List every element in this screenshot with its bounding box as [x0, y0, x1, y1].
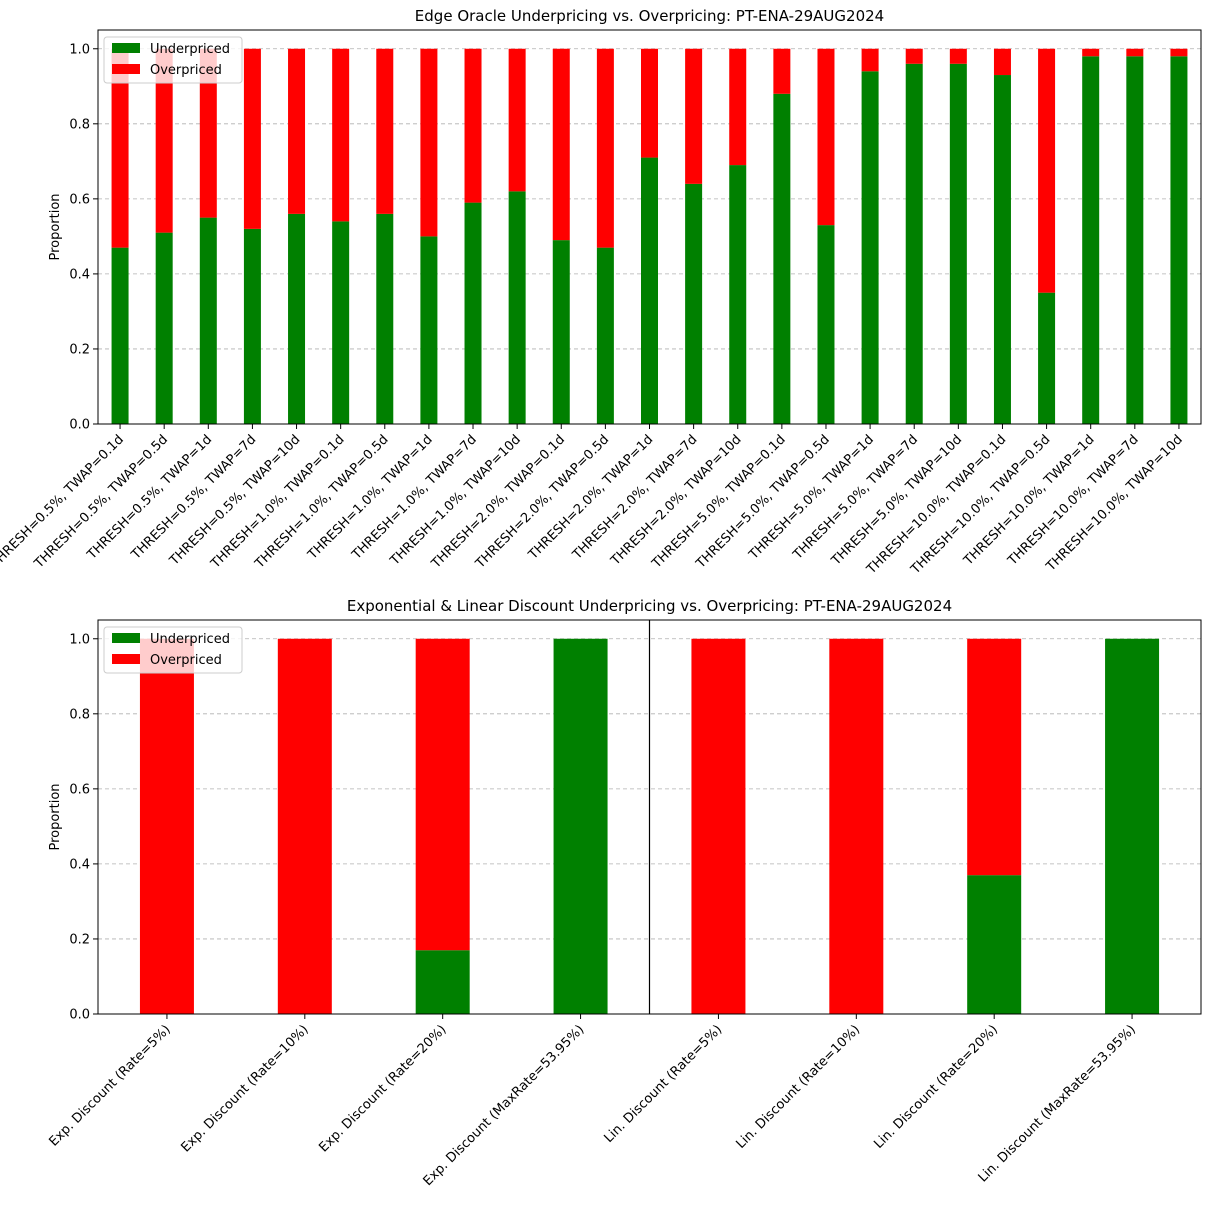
- bar-underpriced: [993, 75, 1011, 425]
- bar-underpriced: [332, 221, 350, 424]
- bar-underpriced: [243, 228, 261, 424]
- y-tick-label: 0.4: [69, 857, 90, 872]
- chart-title: Exponential & Linear Discount Underprici…: [347, 597, 952, 615]
- bar-overpriced: [967, 638, 1022, 876]
- bar-underpriced: [641, 157, 658, 425]
- legend-swatch-overpriced: [112, 64, 140, 74]
- bar-overpriced: [1082, 48, 1100, 57]
- y-tick-label: 0.2: [69, 932, 90, 947]
- chart-panel-2: 0.0 0.2 0.4 0.6 0.8 1.0 Exp. Discount (Rate=5%…: [46, 597, 1202, 1189]
- x-tick-label: Lin. Discount (Rate=10%): [734, 1022, 864, 1152]
- bar-underpriced: [685, 183, 703, 424]
- y-tick-label: 0.8: [69, 117, 90, 132]
- bar-overpriced: [420, 48, 438, 237]
- x-tick-label: Exp. Discount (Rate=10%): [178, 1022, 311, 1155]
- x-tick-label: Lin. Discount (Rate=20%): [871, 1022, 1001, 1152]
- y-tick-label: 0.4: [69, 267, 90, 282]
- bar-underpriced: [729, 165, 747, 425]
- bar-overpriced: [685, 48, 703, 184]
- chart-title: Edge Oracle Underpricing vs. Overpricing…: [415, 7, 884, 25]
- bar-overpriced: [415, 638, 470, 951]
- bar-overpriced: [552, 48, 570, 241]
- x-tick-label: Lin. Discount (MaxRate=53.95%): [976, 1022, 1139, 1185]
- bar-overpriced: [1038, 48, 1056, 293]
- legend-swatch-overpriced: [112, 654, 140, 664]
- bar-overpriced: [691, 638, 746, 1014]
- legend-label-underpriced: Underpriced: [150, 632, 230, 647]
- bar-underpriced: [464, 202, 482, 424]
- y-tick-label: 1.0: [69, 632, 90, 647]
- legend-label-overpriced: Overpriced: [150, 63, 222, 78]
- bar-overpriced: [155, 48, 173, 233]
- bar-overpriced: [277, 638, 332, 1014]
- bar-underpriced: [817, 225, 835, 424]
- legend-label-underpriced: Underpriced: [150, 42, 230, 57]
- bar-overpriced: [1126, 48, 1144, 57]
- bar-underpriced: [553, 638, 608, 1014]
- bar-underpriced: [1105, 638, 1160, 1014]
- bar-underpriced: [1126, 56, 1144, 425]
- x-tick-label: Exp. Discount (Rate=5%): [46, 1022, 173, 1149]
- bar-underpriced: [1170, 56, 1188, 425]
- legend: Underpriced Overpriced: [103, 626, 243, 674]
- bar-underpriced: [552, 240, 570, 424]
- bar-underpriced: [773, 93, 791, 425]
- y-axis-label: Proportion: [48, 193, 63, 260]
- bar-underpriced: [199, 217, 217, 424]
- bar-underpriced: [1082, 56, 1100, 425]
- bar-overpriced: [111, 48, 129, 248]
- x-tick-label: Exp. Discount (MaxRate=53.95%): [421, 1022, 588, 1189]
- bar-underpriced: [861, 71, 879, 425]
- bar-overpriced: [508, 48, 526, 192]
- legend-label-overpriced: Overpriced: [150, 653, 222, 668]
- legend-swatch-underpriced: [112, 43, 140, 53]
- y-axis-label: Proportion: [48, 783, 63, 850]
- bar-overpriced: [596, 48, 614, 248]
- bar-overpriced: [464, 48, 482, 203]
- bar-overpriced: [139, 638, 194, 1014]
- bar-overpriced: [949, 48, 967, 64]
- bar-underpriced: [111, 247, 129, 424]
- bar-overpriced: [817, 48, 835, 226]
- bar-overpriced: [905, 48, 923, 64]
- bar-underpriced: [508, 191, 526, 424]
- bar-overpriced: [1170, 48, 1188, 57]
- bar-overpriced: [288, 48, 306, 214]
- bar-overpriced: [199, 48, 217, 218]
- axes-frame: [97, 619, 1202, 1015]
- bar-overpriced: [641, 48, 658, 158]
- bar-overpriced: [861, 48, 879, 72]
- bar-underpriced: [1038, 292, 1056, 424]
- bar-underpriced: [905, 63, 923, 425]
- bar-overpriced: [376, 48, 394, 214]
- y-tick-label: 0.6: [69, 192, 90, 207]
- bar-underpriced: [967, 875, 1022, 1014]
- x-tick-label: Lin. Discount (Rate=5%): [602, 1022, 726, 1146]
- y-tick-label: 0.0: [69, 418, 90, 433]
- bar-underpriced: [415, 950, 470, 1014]
- y-tick-label: 0.2: [69, 342, 90, 357]
- bar-underpriced: [420, 236, 438, 424]
- bar-underpriced: [376, 213, 394, 424]
- bar-overpriced: [243, 48, 261, 229]
- axes-frame: [97, 29, 1202, 425]
- legend: Underpriced Overpriced: [103, 36, 243, 84]
- y-tick-label: 1.0: [69, 42, 90, 57]
- bar-overpriced: [729, 48, 747, 166]
- bar-underpriced: [155, 232, 173, 424]
- legend-swatch-underpriced: [112, 633, 140, 643]
- bar-overpriced: [773, 48, 791, 94]
- bar-underpriced: [288, 213, 306, 424]
- bar-overpriced: [332, 48, 350, 222]
- x-tick-label: Exp. Discount (Rate=20%): [316, 1022, 449, 1155]
- y-tick-label: 0.0: [69, 1008, 90, 1023]
- y-tick-label: 0.8: [69, 707, 90, 722]
- bar-overpriced: [829, 638, 884, 1014]
- bar-underpriced: [596, 247, 614, 424]
- bar-overpriced: [993, 48, 1011, 76]
- y-tick-label: 0.6: [69, 782, 90, 797]
- bar-underpriced: [949, 63, 967, 425]
